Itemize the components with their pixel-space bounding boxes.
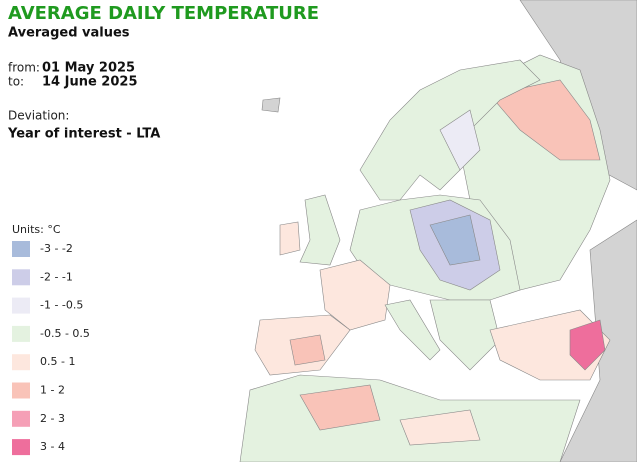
legend-label: -2 - -1 xyxy=(40,270,73,283)
land-region xyxy=(439,109,481,171)
legend-label: -1 - -0.5 xyxy=(40,299,83,312)
outside-land xyxy=(261,97,281,113)
land-region xyxy=(569,319,606,371)
legend-swatch xyxy=(12,241,30,257)
legend-swatch xyxy=(12,439,30,456)
to-date: 14 June 2025 xyxy=(42,75,138,90)
from-label: from: xyxy=(8,61,40,75)
legend-title: Units: °C xyxy=(12,223,61,236)
legend-label: 1 - 2 xyxy=(40,384,65,397)
basemap xyxy=(239,0,637,462)
land-region xyxy=(319,259,391,331)
legend-swatch xyxy=(12,354,30,371)
deviation: Year of interest - LTA xyxy=(7,127,160,142)
legend-label: -0.5 - 0.5 xyxy=(40,327,90,340)
legend-swatch xyxy=(12,297,30,314)
land-region xyxy=(299,384,381,431)
from-date: 01 May 2025 xyxy=(42,61,135,76)
land-region xyxy=(289,334,326,366)
land-region xyxy=(299,194,341,266)
legend-label: -3 - -2 xyxy=(40,242,73,255)
legend-swatch xyxy=(12,269,30,286)
legend-swatch xyxy=(12,325,30,342)
land-region xyxy=(429,214,481,266)
land-region xyxy=(399,409,481,446)
land-region xyxy=(279,221,301,256)
legend-label: 2 - 3 xyxy=(40,412,65,425)
legend-swatch xyxy=(12,382,30,399)
subtitle: Averaged values xyxy=(8,26,130,41)
land-region xyxy=(429,299,501,371)
legend-swatch xyxy=(12,410,30,427)
title: AVERAGE DAILY TEMPERATURE xyxy=(8,3,319,24)
to-label: to: xyxy=(8,75,24,89)
land-region xyxy=(489,79,601,161)
deviation-label: Deviation: xyxy=(8,109,69,123)
land-region xyxy=(384,299,441,361)
legend: -3 - -2 -2 - -1 -1 - -0.5 -0.5 - 0.5 0.5 - 1… xyxy=(12,241,90,456)
legend-label: 3 - 4 xyxy=(40,440,65,453)
legend-label: 0.5 - 1 xyxy=(40,355,75,368)
